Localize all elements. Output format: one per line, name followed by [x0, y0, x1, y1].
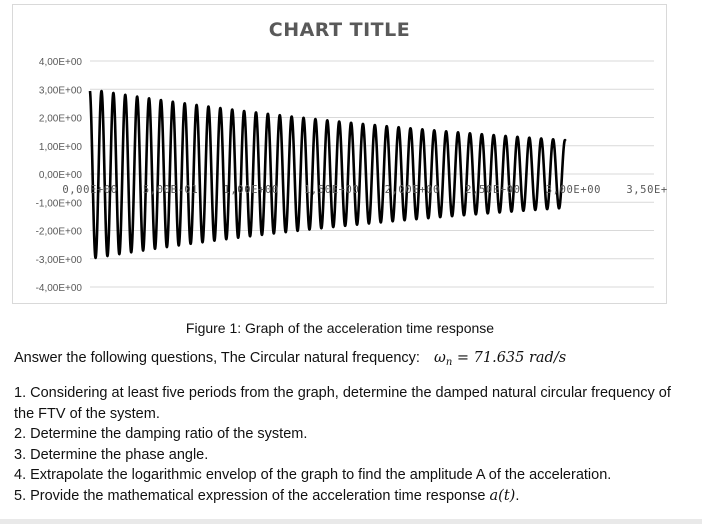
x-tick-label: 3,50E+00: [626, 184, 668, 196]
x-tick-label: 0,00E+00: [62, 184, 117, 196]
y-tick-label: -1,00E+00: [36, 198, 83, 209]
intro-line: Answer the following questions, The Circ…: [14, 350, 566, 368]
y-tick-label: 1,00E+00: [39, 142, 83, 153]
x-tick-label: 3,00E+00: [546, 184, 601, 196]
question-5: 5. Provide the mathematical expression o…: [14, 486, 694, 507]
figure-caption: Figure 1: Graph of the acceleration time…: [185, 320, 495, 336]
x-tick-label: 2,00E+00: [385, 184, 440, 196]
intro-text: Answer the following questions, The Circ…: [14, 350, 420, 366]
x-tick-label: 1,00E+00: [223, 184, 278, 196]
y-tick-label: 2,00E+00: [39, 114, 83, 125]
omega-symbol: ω: [433, 350, 446, 366]
y-tick-label: 0,00E+00: [39, 170, 83, 181]
y-tick-label: -3,00E+00: [36, 255, 83, 266]
question-list: 1. Considering at least five periods fro…: [14, 383, 694, 506]
x-tick-label: 2,50E+00: [465, 184, 520, 196]
question-5-end: .: [515, 487, 520, 504]
question-4: 4. Extrapolate the logarithmic envelop o…: [14, 467, 612, 483]
question-1: 1. Considering at least five periods fro…: [14, 385, 671, 422]
series-line: [88, 89, 567, 260]
chart-plot: 4,00E+00 3,00E+00 2,00E+00 1,00E+00 0,00E+00…: [36, 57, 668, 294]
frequency-unit: rad/s: [528, 350, 567, 366]
question-5-math: a(t): [489, 487, 516, 504]
y-tick-label: -4,00E+00: [36, 283, 83, 294]
window-bottom-bar: [0, 519, 702, 524]
question-5-text: 5. Provide the mathematical expression o…: [14, 487, 490, 504]
omega-subscript: n: [445, 357, 453, 368]
question-3: 3. Determine the phase angle.: [14, 446, 209, 463]
question-2: 2. Determine the damping ratio of the sy…: [14, 426, 308, 442]
x-tick-label: 5,00E-01: [143, 184, 198, 196]
y-tick-label: 4,00E+00: [39, 57, 83, 68]
chart-container: CHART TITLE 4,00E+00 3,00E+00 2,00E+00 1,00…: [12, 4, 668, 304]
frequency-value: = 71.635: [456, 350, 525, 366]
y-tick-label: -2,00E+00: [36, 227, 83, 238]
natural-frequency-formula: ωn = 71.635 rad/s: [433, 350, 567, 368]
chart-title: CHART TITLE: [268, 19, 411, 41]
y-tick-label: 3,00E+00: [39, 85, 83, 96]
x-tick-label: 1,50E+00: [304, 184, 359, 196]
